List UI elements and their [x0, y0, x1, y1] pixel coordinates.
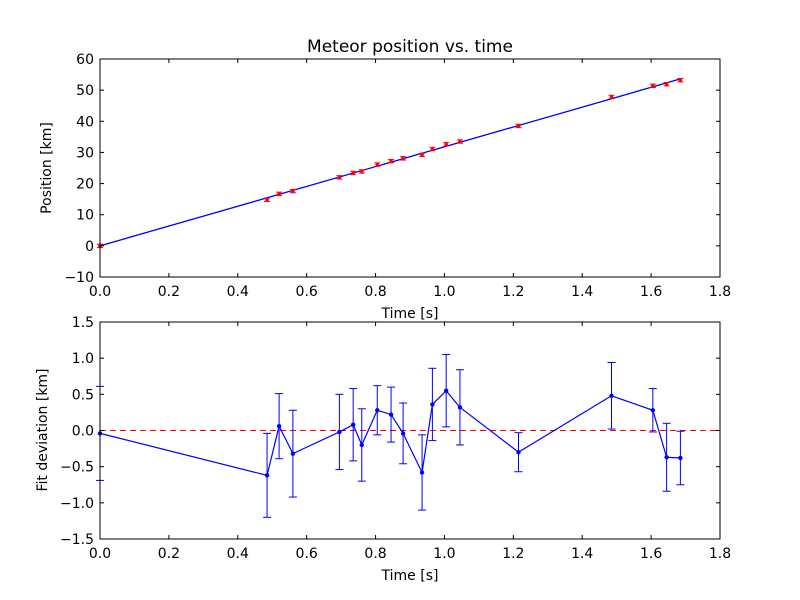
data-point [359, 442, 364, 448]
y-tick-label: 20 [76, 177, 94, 193]
data-point [277, 192, 281, 196]
x-tick-label: 0.4 [227, 546, 249, 562]
x-tick-label: 1.2 [502, 284, 524, 300]
y-tick-label: 0.5 [72, 387, 94, 403]
x-tick-label: 0.0 [89, 546, 111, 562]
y-axis-label-bottom: Fit deviation [km] [35, 368, 51, 491]
data-point [430, 147, 435, 151]
position-plot: Meteor position vs. time 0.0 0.2 0.4 0.6 0.8… [39, 37, 731, 322]
data-point [291, 189, 295, 193]
x-tick-label: 1.8 [709, 546, 731, 562]
data-point [359, 169, 364, 174]
y-tick-label: 50 [76, 83, 94, 99]
data-point [265, 197, 269, 202]
y-tick-label: 1.0 [72, 351, 94, 367]
x-tick-label: 1.6 [640, 284, 662, 300]
x-tick-label: 1.4 [571, 284, 593, 300]
data-point [651, 83, 655, 88]
data-point [337, 175, 342, 180]
x-tick-label: 0.2 [158, 284, 180, 300]
data-point [276, 423, 282, 429]
x-tick-label: 0.8 [364, 284, 386, 300]
data-point [516, 124, 521, 128]
data-point [609, 393, 614, 398]
position-plot-frame [99, 58, 721, 278]
y-tick-label: 0.0 [72, 424, 94, 440]
data-point [351, 171, 355, 175]
data-point [664, 82, 669, 87]
data-point [458, 139, 462, 144]
data-point [389, 159, 393, 163]
data-point [350, 422, 356, 427]
x-tick-label: 0.2 [158, 546, 180, 562]
data-point [290, 451, 296, 456]
deviation-axis-ticks: 0.0 0.2 0.4 0.6 0.8 1.0 1.2 1.4 1.6 1.8 −1.5 −1.0 −0… [60, 315, 731, 562]
deviation-line [99, 389, 681, 477]
data-point [337, 429, 342, 435]
data-point [444, 142, 448, 147]
y-tick-label: −0.5 [60, 460, 94, 476]
data-point [609, 95, 614, 99]
data-point [516, 450, 521, 455]
data-point [678, 78, 683, 82]
data-point [375, 162, 380, 167]
y-tick-label: 0 [85, 239, 94, 255]
x-tick-label: 0.4 [227, 284, 249, 300]
data-point [443, 388, 449, 393]
position-axis-ticks: 0.0 0.2 0.4 0.6 0.8 1.0 1.2 1.4 1.6 1.8 −10 0 10 20 30… [64, 52, 731, 300]
data-point [419, 470, 425, 475]
data-point [650, 408, 656, 413]
y-tick-label: 10 [76, 208, 94, 224]
deviation-data-layer [96, 354, 720, 518]
x-tick-label: 1.8 [709, 284, 731, 300]
y-tick-label: 1.5 [72, 315, 94, 331]
data-point [375, 408, 380, 413]
data-point [457, 405, 463, 410]
y-tick-label: 30 [76, 145, 94, 161]
position-data-layer [97, 77, 684, 249]
y-tick-label: 60 [76, 52, 94, 68]
y-tick-label: −1.0 [60, 496, 94, 512]
data-point [388, 412, 394, 417]
data-point [430, 402, 435, 407]
x-tick-label: 1.0 [433, 284, 455, 300]
y-axis-label-top: Position [km] [39, 122, 55, 214]
x-tick-label: 0.8 [364, 546, 386, 562]
data-point [420, 153, 424, 157]
x-tick-label: 1.0 [433, 546, 455, 562]
data-point [678, 455, 683, 461]
x-tick-label: 0.6 [296, 284, 318, 300]
x-tick-label: 1.2 [502, 546, 524, 562]
deviation-plot: 0.0 0.2 0.4 0.6 0.8 1.0 1.2 1.4 1.6 1.8 −1.5 −1.0 −0… [35, 315, 731, 584]
x-tick-label: 1.4 [571, 546, 593, 562]
data-point [401, 156, 405, 161]
x-axis-label-bottom: Time [s] [381, 568, 439, 584]
x-tick-label: 0.6 [296, 546, 318, 562]
plot-title: Meteor position vs. time [307, 37, 513, 57]
x-tick-label: 0.0 [89, 284, 111, 300]
y-tick-label: −1.5 [60, 532, 94, 548]
x-tick-label: 1.6 [640, 546, 662, 562]
data-point [664, 455, 669, 460]
data-point [400, 431, 406, 436]
data-point [264, 473, 270, 478]
y-tick-label: 40 [76, 114, 94, 130]
y-tick-label: −10 [64, 270, 94, 286]
x-axis-label-top: Time [s] [381, 306, 439, 322]
